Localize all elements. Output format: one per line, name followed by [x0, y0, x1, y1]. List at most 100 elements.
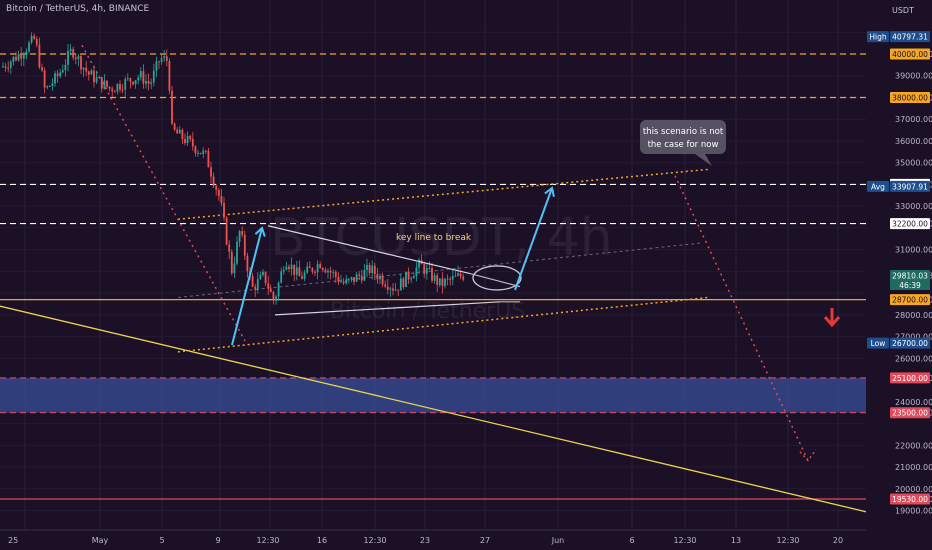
candle-body [282, 269, 285, 272]
impulse-arrow-head [254, 226, 266, 237]
candle-body [155, 61, 158, 71]
candle-body [366, 264, 368, 271]
candle-body [181, 129, 184, 140]
candle-body [285, 266, 288, 270]
candle-body [436, 275, 439, 285]
candle-body [145, 80, 147, 84]
price-badge-tag [867, 31, 889, 43]
price-badge [890, 407, 930, 419]
candle-body [225, 217, 228, 245]
time-tick-label: 20 [833, 536, 843, 545]
candle-body [210, 167, 212, 177]
candle-body [228, 244, 231, 252]
price-tick-label: 22000.00 [895, 441, 932, 450]
candle-body [69, 49, 72, 51]
candle-body [207, 150, 210, 168]
price-badge-label: 33907.91 [892, 182, 928, 191]
price-tick-label: 26000.00 [895, 354, 932, 363]
price-badge-label: 25100.00 [892, 374, 928, 383]
candle-body [405, 271, 407, 288]
candle-body [256, 279, 259, 290]
price-tick-label: 36000.00 [895, 137, 932, 146]
candle-body [4, 66, 7, 68]
long-trend-line [0, 305, 871, 514]
candle-body [137, 77, 140, 81]
candle-body [176, 129, 179, 134]
price-tick-label: 35000.00 [895, 159, 932, 168]
candle-body [301, 276, 303, 279]
candle-body [324, 269, 327, 273]
channel-bottom-line [177, 296, 709, 353]
candle-body [163, 56, 166, 59]
price-badge-tag-label: Avg [871, 182, 885, 191]
candle-body [28, 42, 30, 52]
candle-body [98, 77, 101, 79]
projection-line [674, 175, 809, 461]
candle-body [150, 82, 153, 84]
candle-body [353, 277, 355, 282]
candle-body [119, 83, 121, 90]
price-badge [890, 372, 930, 384]
price-tick-label: 19000.00 [895, 507, 932, 516]
projection-arrowhead [799, 449, 817, 462]
candle-body [147, 80, 150, 84]
candle-body [116, 83, 119, 92]
time-tick-label: 12:30 [673, 536, 696, 545]
candle-body [199, 152, 202, 154]
candle-body [93, 70, 95, 83]
scenario-bubble [640, 120, 726, 154]
candle-body [457, 273, 459, 276]
candle-body [74, 57, 77, 60]
candle-body [316, 264, 319, 273]
candle-body [48, 85, 51, 87]
time-tick-label: 25 [8, 536, 18, 545]
candle-body [314, 271, 316, 273]
candle-body [327, 270, 329, 273]
candle-body [186, 136, 189, 143]
candle-body [272, 291, 275, 301]
time-tick-label: 6 [629, 536, 634, 545]
price-badge [890, 48, 930, 60]
price-tick-label: 33000.00 [895, 202, 932, 211]
candle-body [126, 78, 129, 80]
candle-body [337, 276, 340, 282]
candle-body [173, 123, 176, 130]
candle-body [454, 275, 457, 277]
candle-body [415, 267, 418, 277]
time-axis[interactable] [0, 530, 866, 550]
currency-label: USDT [892, 6, 914, 15]
price-badge-label: 32200.00 [892, 220, 928, 229]
candle-body [334, 271, 337, 277]
candle-body [389, 288, 392, 290]
candle-body [168, 60, 171, 91]
candle-body [61, 70, 64, 73]
candle-body [407, 271, 410, 280]
candle-body [124, 79, 127, 90]
candle-body [56, 73, 59, 77]
candle-body [15, 56, 17, 61]
candle-body [82, 67, 85, 70]
candle-body [441, 278, 444, 286]
candle-body [38, 44, 41, 68]
candle-body [178, 129, 181, 134]
candle-body [410, 278, 413, 280]
candle-body [202, 150, 205, 154]
candle-body [394, 289, 397, 291]
candle-body [142, 71, 145, 84]
candle-body [246, 255, 249, 272]
time-tick-label: 23 [420, 536, 430, 545]
time-tick-label: 12:30 [363, 536, 386, 545]
price-tick-label: 20000.00 [895, 485, 932, 494]
candle-body [277, 282, 280, 297]
candle-body [371, 265, 374, 273]
candle-body [171, 90, 173, 124]
candle-body [2, 66, 4, 68]
down-arrow-head [823, 316, 841, 328]
candle-body [332, 271, 335, 273]
candle-body [459, 273, 462, 277]
candle-body [17, 54, 20, 61]
candle-body [347, 279, 350, 281]
candle-body [254, 286, 257, 290]
